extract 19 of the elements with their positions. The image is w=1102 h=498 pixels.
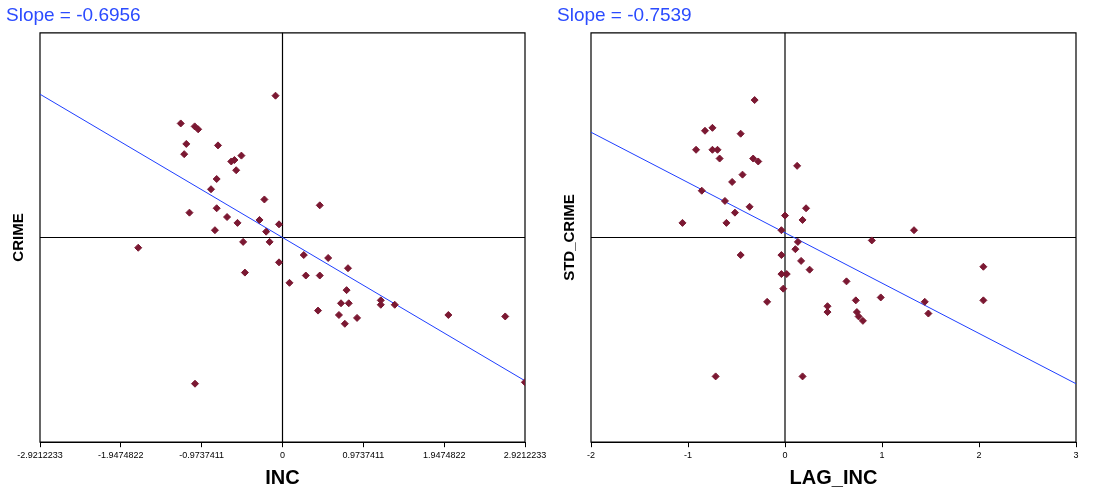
x-tick-label: 1 bbox=[879, 450, 885, 461]
x-tick-label: -0.9737411 bbox=[179, 450, 225, 461]
x-tick-label: 0 bbox=[782, 450, 788, 461]
x-tick-label: -2.9212233 bbox=[17, 450, 63, 461]
x-tick-label: 1.9474822 bbox=[422, 450, 466, 461]
x-tick-label: 2.9212233 bbox=[503, 450, 547, 461]
chart-title: Slope = -0.6956 bbox=[6, 3, 141, 25]
x-axis-title: INC bbox=[265, 465, 300, 488]
x-tick-label: -1.9474822 bbox=[98, 450, 144, 461]
x-tick-label: 0 bbox=[279, 450, 286, 461]
x-tick-label: 2 bbox=[976, 450, 982, 461]
x-axis-title: LAG_INC bbox=[789, 465, 878, 488]
x-tick-label: 0.9737411 bbox=[342, 450, 385, 461]
y-axis-title: STD_CRIME bbox=[560, 194, 578, 281]
x-tick-label: 3 bbox=[1073, 450, 1079, 461]
y-axis-title: CRIME bbox=[9, 213, 27, 262]
x-tick-label: -1 bbox=[683, 450, 693, 461]
chart-title: Slope = -0.7539 bbox=[557, 3, 692, 25]
x-tick-label: -2 bbox=[586, 450, 596, 461]
